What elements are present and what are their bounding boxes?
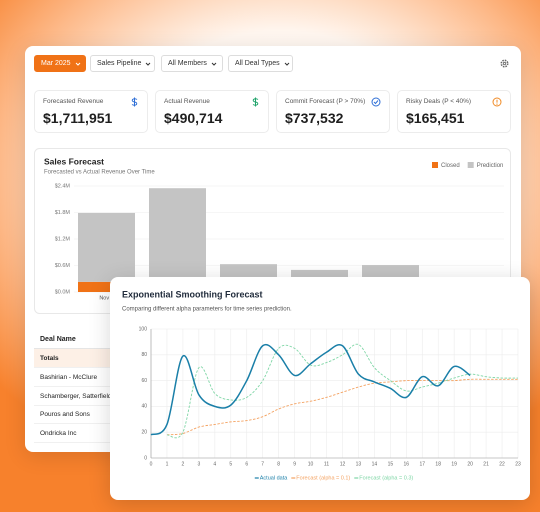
kpi-value: $490,714 [164, 110, 223, 126]
settings-icon[interactable] [500, 59, 509, 68]
filter-label: All Deal Types [235, 60, 280, 67]
dollar-icon [252, 97, 259, 107]
cell: Ondricka Inc [40, 429, 77, 437]
header-cell: Deal Name [40, 335, 76, 343]
kpi-label: Risky Deals (P < 40%) [406, 98, 472, 105]
cell: Bashirian - McClure [40, 373, 98, 381]
y-tick-label: 100 [139, 326, 148, 332]
chevron [146, 62, 151, 66]
dollar-icon [131, 97, 138, 107]
cell: Pouros and Sons [40, 410, 90, 418]
x-tick-label: 8 [277, 461, 280, 467]
x-tick-label: 22 [499, 461, 505, 467]
y-tick-label: $2.4M [55, 183, 71, 189]
x-tick-label: 16 [404, 461, 410, 467]
chart-subtitle: Forecasted vs Actual Revenue Over Time [44, 170, 155, 176]
x-tick-label: 14 [372, 461, 378, 467]
filter-label: All Members [168, 60, 207, 67]
chevron [211, 62, 217, 66]
y-tick-label: $1.2M [55, 236, 71, 242]
kpi-label: Actual Revenue [164, 98, 210, 105]
legend-label: Forecast (alpha = 0.3) [359, 475, 413, 481]
filter-label: Mar 2025 [41, 60, 71, 67]
warning-icon [492, 97, 502, 107]
x-tick-label: 10 [308, 461, 314, 467]
check-icon [371, 97, 381, 107]
chevron [75, 62, 80, 66]
legend-swatch [467, 162, 474, 168]
x-tick-label: 20 [467, 461, 473, 467]
kpi-value: $1,711,951 [43, 110, 113, 126]
x-tick-label: 23 [515, 461, 521, 467]
chart-title: Exponential Smoothing Forecast [122, 289, 263, 299]
x-tick-label: 15 [388, 461, 394, 467]
x-tick-label: 19 [451, 461, 457, 467]
date-filter[interactable]: Mar 2025 [34, 55, 86, 72]
bar-segment [78, 281, 135, 292]
x-tick-label: 3 [197, 461, 200, 467]
chevron [284, 62, 289, 66]
kpi-card: Risky Deals (P < 40%) $165,451 [397, 90, 511, 133]
x-tick-label: Nov 3 [99, 295, 113, 301]
y-tick-label: 60 [141, 378, 147, 384]
legend-swatch [432, 162, 438, 168]
y-tick-label: $1.8M [55, 210, 71, 216]
x-tick-label: 13 [356, 461, 362, 467]
cell: Totals [40, 354, 59, 362]
series-line [150, 343, 471, 436]
x-tick-label: 12 [340, 461, 346, 467]
smoothing-card: Exponential Smoothing Forecast Comparing… [110, 277, 530, 500]
filter-label: Sales Pipeline [97, 60, 142, 67]
y-tick-label: 40 [141, 404, 147, 410]
x-tick-label: 0 [150, 461, 153, 467]
series-line [166, 378, 518, 436]
kpi-card: Forecasted Revenue $1,711,951 [34, 90, 148, 133]
kpi-value: $165,451 [406, 110, 465, 126]
y-tick-label: 20 [141, 430, 147, 436]
kpi-card: Commit Forecast (P > 70%) $737,532 [276, 90, 390, 133]
kpi-label: Commit Forecast (P > 70%) [285, 98, 366, 105]
members-filter[interactable]: All Members [161, 55, 223, 72]
smoothing-chart: Exponential Smoothing Forecast Comparing… [122, 289, 521, 481]
legend-label: Forecast (alpha = 0.1) [296, 475, 350, 481]
x-tick-label: 4 [213, 461, 216, 467]
x-tick-label: 17 [419, 461, 425, 467]
x-tick-label: 2 [182, 461, 185, 467]
x-tick-label: 9 [293, 461, 296, 467]
legend-label: Actual data [260, 475, 288, 481]
cell: Schamberger, Satterfield [40, 392, 112, 400]
kpi-label: Forecasted Revenue [43, 98, 104, 105]
bar-segment [78, 212, 135, 282]
chart-subtitle: Comparing different alpha parameters for… [122, 307, 292, 313]
x-tick-label: 21 [483, 461, 489, 467]
x-tick-label: 1 [166, 461, 169, 467]
x-tick-label: 18 [435, 461, 441, 467]
y-tick-label: 80 [141, 352, 147, 358]
x-tick-label: 11 [324, 461, 329, 467]
y-tick-label: $0.0M [55, 289, 71, 295]
kpi-value: $737,532 [285, 110, 344, 126]
y-tick-label: $0.6M [55, 263, 71, 269]
x-tick-label: 7 [261, 461, 264, 467]
kpi-card: Actual Revenue $490,714 [155, 90, 269, 133]
y-tick-label: 0 [144, 455, 147, 461]
deal-type-filter[interactable]: All Deal Types [228, 55, 293, 72]
pipeline-filter[interactable]: Sales Pipeline [90, 55, 155, 72]
bar-segment [149, 188, 206, 292]
x-tick-label: 5 [229, 461, 232, 467]
x-tick-label: 6 [245, 461, 248, 467]
chart-title: Sales Forecast [44, 156, 104, 166]
series-line [166, 343, 519, 439]
legend-label: Prediction [477, 163, 504, 169]
legend-label: Closed [441, 163, 460, 169]
